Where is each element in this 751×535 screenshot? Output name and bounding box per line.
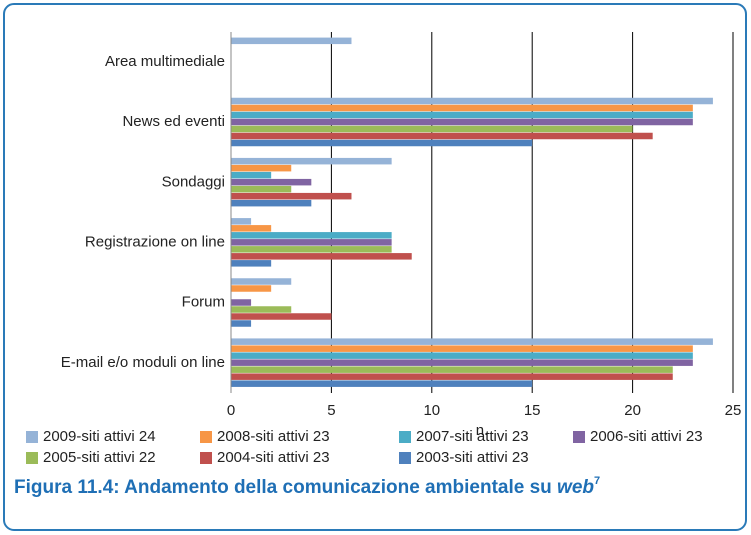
frame — [3, 3, 747, 531]
x-tick-label: 10 — [423, 402, 440, 419]
bar — [231, 192, 352, 200]
bar — [231, 338, 713, 345]
legend-swatch — [200, 452, 212, 464]
caption-note: 7 — [594, 475, 600, 487]
legend-swatch — [573, 431, 585, 443]
bar — [231, 320, 252, 327]
legend-swatch — [26, 431, 38, 443]
bar — [231, 199, 312, 207]
bar — [231, 125, 633, 133]
bar — [231, 239, 392, 246]
x-tick-label: 25 — [725, 402, 742, 419]
bar — [231, 218, 252, 225]
bar — [231, 111, 693, 119]
bar — [231, 373, 673, 380]
legend-label: 2005-siti attivi 22 — [43, 449, 156, 466]
y-tick-label: News ed eventi — [122, 113, 225, 130]
caption-emphasis: web — [557, 477, 594, 498]
bar — [231, 178, 312, 186]
bar — [231, 253, 412, 260]
bar — [231, 104, 693, 112]
legend-label: 2008-siti attivi 23 — [217, 428, 330, 445]
bar — [231, 225, 272, 232]
legend-swatch — [399, 431, 411, 443]
legend-swatch — [399, 452, 411, 464]
y-tick-label: Registrazione on line — [85, 234, 225, 251]
y-tick-label: Area multimediale — [105, 53, 225, 70]
x-tick-label: 20 — [624, 402, 641, 419]
bar — [231, 306, 292, 313]
bar — [231, 299, 252, 306]
legend-label: 2004-siti attivi 23 — [217, 449, 330, 466]
bar — [231, 345, 693, 352]
legend-swatch — [26, 452, 38, 464]
legend-label: 2006-siti attivi 23 — [590, 428, 703, 445]
bar — [231, 366, 673, 373]
bar — [231, 157, 392, 165]
y-tick-label: E-mail e/o moduli on line — [61, 354, 225, 371]
bar — [231, 171, 272, 179]
bar — [231, 118, 693, 126]
bar — [231, 380, 533, 387]
y-tick-label: Sondaggi — [162, 173, 225, 190]
x-tick-label: 15 — [524, 402, 541, 419]
caption: Figura 11.4: Andamento della comunicazio… — [14, 475, 600, 498]
bar — [231, 37, 352, 45]
bar — [231, 246, 392, 253]
bar — [231, 313, 332, 320]
legend-label: 2007-siti attivi 23 — [416, 428, 529, 445]
bar — [231, 278, 292, 285]
bar — [231, 352, 693, 359]
legend-label: 2003-siti attivi 23 — [416, 449, 529, 466]
caption-text: Figura 11.4: Andamento della comunicazio… — [14, 477, 552, 498]
bar — [231, 132, 653, 140]
legend-label: 2009-siti attivi 24 — [43, 428, 156, 445]
y-tick-label: Forum — [182, 294, 225, 311]
bar — [231, 185, 292, 193]
bar — [231, 232, 392, 239]
bar — [231, 260, 272, 267]
bar — [231, 359, 693, 366]
bar — [231, 97, 713, 105]
x-tick-label: 5 — [327, 402, 335, 419]
x-tick-label: 0 — [227, 402, 235, 419]
bar — [231, 164, 292, 172]
legend-swatch — [200, 431, 212, 443]
bar — [231, 285, 272, 292]
bar — [231, 139, 533, 147]
x-axis-label: n. — [476, 422, 489, 439]
